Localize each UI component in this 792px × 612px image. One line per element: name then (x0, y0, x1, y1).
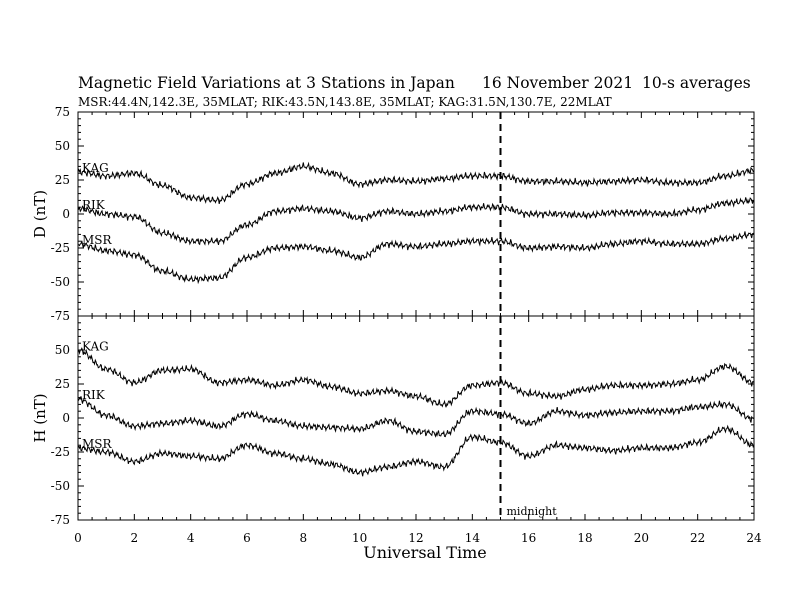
x-axis-label: Universal Time (363, 543, 486, 562)
x-tick-label: 6 (243, 531, 251, 545)
x-tick-label: 20 (634, 531, 649, 545)
series-label-rik: RIK (82, 198, 106, 212)
y-tick-label: 0 (62, 207, 70, 221)
y-tick-label: -75 (51, 309, 70, 323)
series-label-msr: MSR (82, 437, 113, 451)
chart-date: 16 November 2021 (482, 74, 633, 92)
x-tick-label: 24 (746, 531, 762, 545)
y-tick-label: 25 (55, 377, 70, 391)
y-tick-label: 75 (55, 105, 70, 119)
y-tick-label: -50 (51, 275, 70, 289)
series-line-rik (77, 396, 755, 438)
y-tick-label: -75 (51, 513, 70, 527)
x-tick-label: 4 (187, 531, 195, 545)
chart-title: Magnetic Field Variations at 3 Stations … (78, 74, 455, 92)
y-tick-label: -25 (51, 241, 70, 255)
chart-averaging-note: 10-s averages (642, 74, 751, 92)
y-tick-label: -50 (51, 479, 70, 493)
y-tick-label: 0 (62, 411, 70, 425)
x-tick-label: 16 (521, 531, 536, 545)
series-line-rik (77, 197, 755, 246)
y-axis-label-1: D (nT) (31, 190, 49, 238)
x-tick-label: 2 (131, 531, 139, 545)
y-tick-label: 50 (55, 139, 70, 153)
series-label-msr: MSR (82, 233, 113, 247)
x-tick-label: 0 (74, 531, 82, 545)
series-label-rik: RIK (82, 388, 106, 402)
y-tick-label: 25 (55, 173, 70, 187)
series-label-kag: KAG (82, 161, 109, 175)
y-axis-label-2: H (nT) (31, 393, 49, 442)
x-tick-label: 10 (352, 531, 367, 545)
y-tick-label: 50 (55, 343, 70, 357)
series-line-msr (77, 231, 755, 285)
chart-station-subtitle: MSR:44.4N,142.3E, 35MLAT; RIK:43.5N,143.… (78, 95, 612, 109)
x-tick-label: 12 (408, 531, 423, 545)
series-line-msr (77, 424, 754, 477)
midnight-marker-label: midnight (507, 505, 558, 518)
series-line-kag (77, 347, 755, 408)
x-tick-label: 22 (690, 531, 705, 545)
series-line-kag (77, 161, 755, 205)
panel-frame-2 (77, 315, 755, 521)
y-tick-label: -25 (51, 445, 70, 459)
x-tick-label: 18 (577, 531, 592, 545)
series-label-kag: KAG (82, 339, 109, 353)
x-tick-label: 14 (465, 531, 481, 545)
x-tick-label: 8 (300, 531, 308, 545)
plot-area: 75 50 25 0 -25 -50 -75 D (nT) KAG RIK MSR 50 25 0 -25 -… (31, 105, 762, 545)
